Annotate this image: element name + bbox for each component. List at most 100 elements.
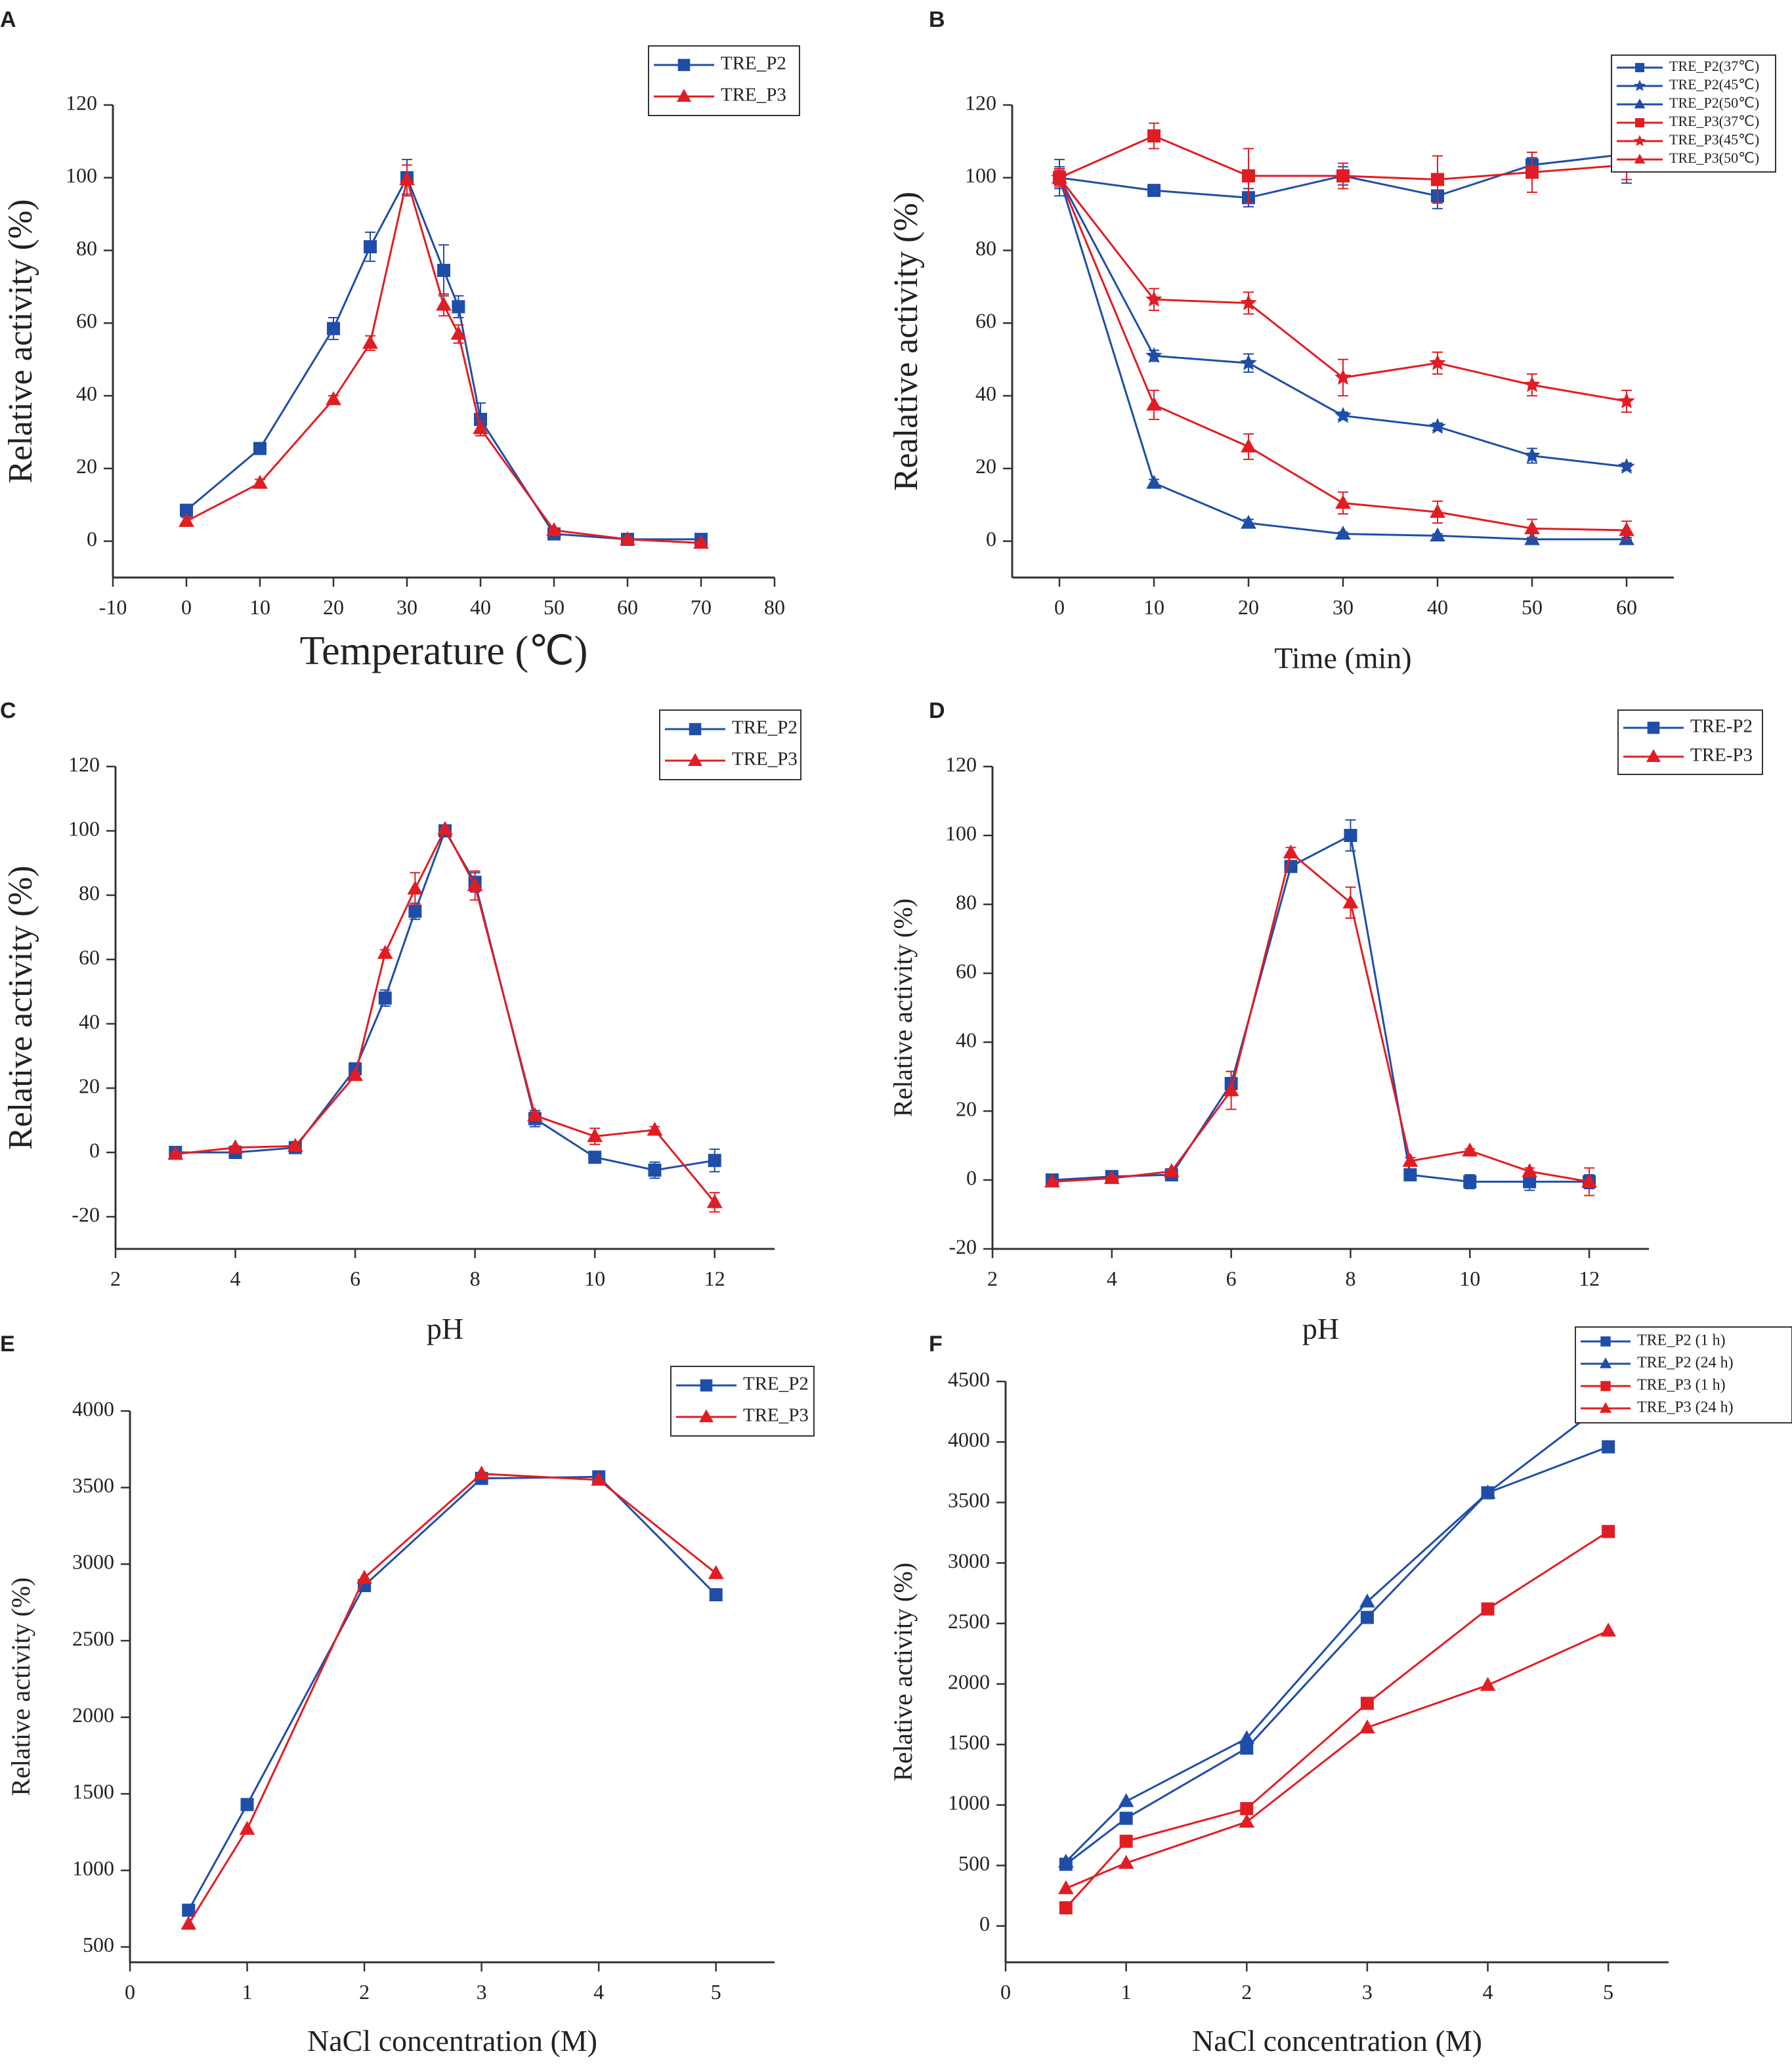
x-tick-label: 2 (110, 1267, 121, 1290)
data-point (1429, 354, 1446, 371)
series-line (1065, 1530, 1610, 1909)
data-point (1524, 376, 1541, 392)
y-tick-label: 60 (79, 945, 100, 969)
data-point (1103, 1169, 1120, 1185)
data-point (1145, 290, 1163, 307)
y-tick-label: 20 (975, 454, 996, 478)
data-point (1480, 1485, 1496, 1499)
data-point (1581, 1173, 1597, 1188)
legend-box (1611, 54, 1776, 173)
data-point (1334, 368, 1352, 385)
data-point (287, 1137, 303, 1152)
legend-label: TRE_P3 (1 h) (1637, 1377, 1726, 1394)
legend-label: TRE_P3(50℃) (1669, 150, 1759, 166)
y-tick-label: 100 (68, 816, 100, 840)
data-point (1118, 1855, 1134, 1869)
x-tick-label: 60 (1616, 595, 1637, 619)
data-point (1145, 347, 1163, 364)
data-point (408, 904, 422, 918)
series-line (1058, 177, 1627, 541)
data-point (1462, 1142, 1478, 1157)
data-point (1059, 1901, 1073, 1915)
y-tick-label: 2000 (72, 1703, 114, 1727)
data-point (362, 335, 378, 349)
data-point (1118, 1793, 1134, 1807)
x-axis-label: NaCl concentration (M) (1192, 2024, 1482, 2057)
data-point (1342, 894, 1359, 909)
x-tick-label: 8 (1345, 1267, 1355, 1290)
y-tick-label: 0 (986, 527, 996, 551)
data-point (227, 1139, 244, 1154)
data-point (253, 442, 267, 455)
y-tick-label: 2000 (948, 1670, 990, 1693)
x-tick-label: 10 (584, 1267, 605, 1290)
legend-label: TRE_P2 (721, 53, 786, 74)
data-point (706, 1194, 723, 1208)
series-line (1052, 851, 1590, 1183)
x-tick-label: 0 (181, 595, 192, 619)
y-tick-label: 100 (66, 163, 97, 187)
legend: TRE_P2(37℃) TRE_P2(45℃) TRE_P2(50℃) TRE_P3(… (1611, 54, 1776, 173)
data-point (587, 1128, 603, 1143)
series-line (1058, 177, 1627, 532)
series-line (1052, 833, 1590, 1183)
data-point (1524, 520, 1540, 534)
series-line (1065, 1630, 1609, 1889)
x-tick-label: 12 (1579, 1267, 1600, 1290)
panel-letter: B (929, 7, 945, 32)
data-point (181, 1916, 197, 1930)
series-tre-p2 (169, 824, 721, 1179)
data-point (693, 534, 709, 549)
series-tre-p3 (181, 1465, 724, 1930)
y-tick-label: 4500 (948, 1367, 990, 1391)
chart-panel-d: D 2 4 6 8 10 12 -20 0 20 40 60 80 100 120 pH Relative ac… (888, 698, 1763, 1345)
y-tick-label: 4000 (948, 1428, 990, 1452)
y-tick-label: 500 (83, 1933, 114, 1956)
x-tick-label: 6 (1226, 1267, 1237, 1290)
data-point (437, 821, 453, 835)
y-axis-label: Relative activity (%) (888, 898, 918, 1117)
x-axis-label: pH (1302, 1312, 1339, 1345)
x-tick-label: 2 (1241, 1980, 1252, 2004)
x-tick-label: 20 (323, 595, 344, 619)
x-tick-label: 0 (1054, 595, 1065, 619)
x-tick-label: 30 (396, 595, 417, 619)
data-point (709, 1588, 723, 1601)
x-tick-label: 1 (1121, 1980, 1132, 2004)
legend: TRE-P2 TRE-P3 (1617, 709, 1763, 775)
y-tick-label: 40 (76, 381, 97, 405)
legend-marker (1634, 135, 1646, 146)
x-tick-label: 80 (764, 595, 785, 619)
x-axis-label: Time (min) (1274, 641, 1411, 675)
y-tick-label: 100 (945, 821, 977, 845)
data-point (1146, 474, 1162, 489)
data-point (1242, 169, 1255, 182)
legend-label: TRE-P3 (1690, 745, 1753, 766)
legend-label: TRE_P2(50℃) (1669, 95, 1759, 111)
data-point (436, 297, 452, 311)
series-tre-p3-50- (1052, 169, 1634, 540)
data-point (1052, 169, 1067, 184)
x-tick-label: 60 (617, 595, 638, 619)
data-point (452, 300, 465, 314)
x-tick-label: 12 (704, 1267, 725, 1290)
legend-label: TRE-P2 (1690, 716, 1753, 737)
chart-panel-c: C 2 4 6 8 10 12 -20 0 20 40 60 80 100 120 pH Relative ac… (0, 698, 801, 1345)
series-tre-p2 (1045, 819, 1596, 1191)
legend-marker (676, 89, 692, 102)
chart-panel-a: A -10 0 10 20 30 40 50 60 70 80 0 20 40 60 80 100 120 Temp… (0, 7, 800, 673)
chart-panel-b: B 0 10 20 30 40 50 60 0 20 40 60 80 100 120 Time (min) R… (887, 7, 1776, 675)
y-tick-label: 80 (956, 890, 977, 914)
data-point (1240, 294, 1257, 310)
data-point (252, 474, 268, 489)
data-point (450, 326, 467, 340)
series-tre-p2-1-h- (1059, 1440, 1615, 1871)
legend-marker (700, 1379, 713, 1392)
data-point (1523, 1175, 1537, 1189)
data-point (1147, 184, 1161, 198)
series-line (1065, 1400, 1610, 1863)
data-point (473, 420, 488, 434)
legend: TRE_P2 TRE_P3 (648, 45, 800, 116)
legend-marker (1647, 721, 1660, 734)
legend-marker (1600, 1336, 1611, 1347)
